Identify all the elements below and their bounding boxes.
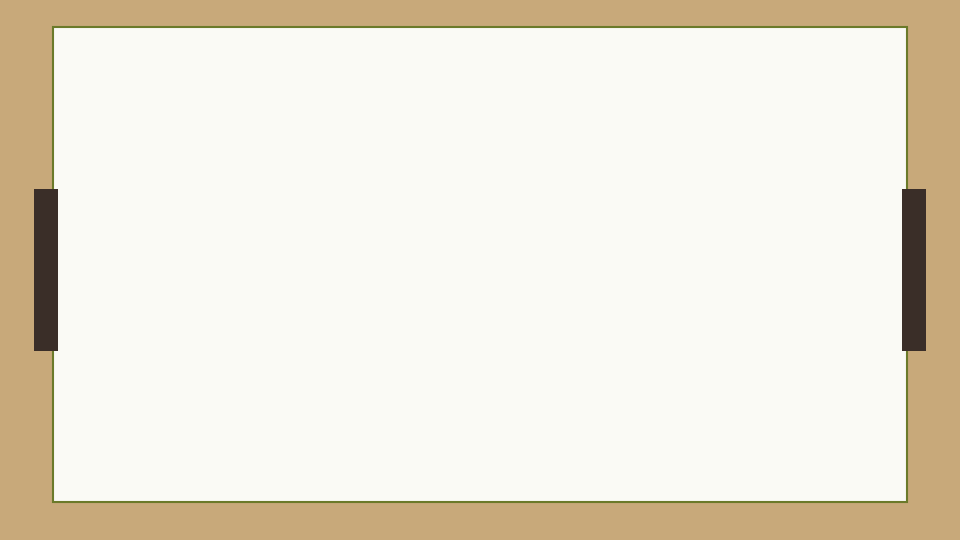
Text: Manifestations: agitation, irritability, weakness, hyperexcitability of
muscles,: Manifestations: agitation, irritability,… — [108, 343, 739, 386]
Text: •: • — [84, 177, 98, 197]
Text: Hypochloremia: Hypochloremia — [334, 89, 626, 127]
Text: Nursing management: assessment, avoid free water, encourage high-
chloride foods: Nursing management: assessment, avoid fr… — [108, 460, 767, 503]
Text: •: • — [84, 460, 98, 480]
Text: Causes: Addison’s disease, reduced chloride intake, GI loss, diabetic
ketoacidos: Causes: Addison’s disease, reduced chlor… — [108, 229, 774, 296]
Text: •: • — [84, 295, 98, 315]
Text: Loss of chloride occurs with loss of other electrolytes, potassium, sodium: Loss of chloride occurs with loss of oth… — [108, 295, 795, 314]
Text: •: • — [84, 229, 98, 249]
Text: •: • — [84, 343, 98, 363]
Text: •: • — [84, 409, 98, 429]
Text: Serum level less than 97 mEq/L: Serum level less than 97 mEq/L — [108, 177, 406, 195]
Text: Medical management: replace chloride-IV NS or 0.45% NS: Medical management: replace chloride-IV … — [108, 409, 654, 429]
